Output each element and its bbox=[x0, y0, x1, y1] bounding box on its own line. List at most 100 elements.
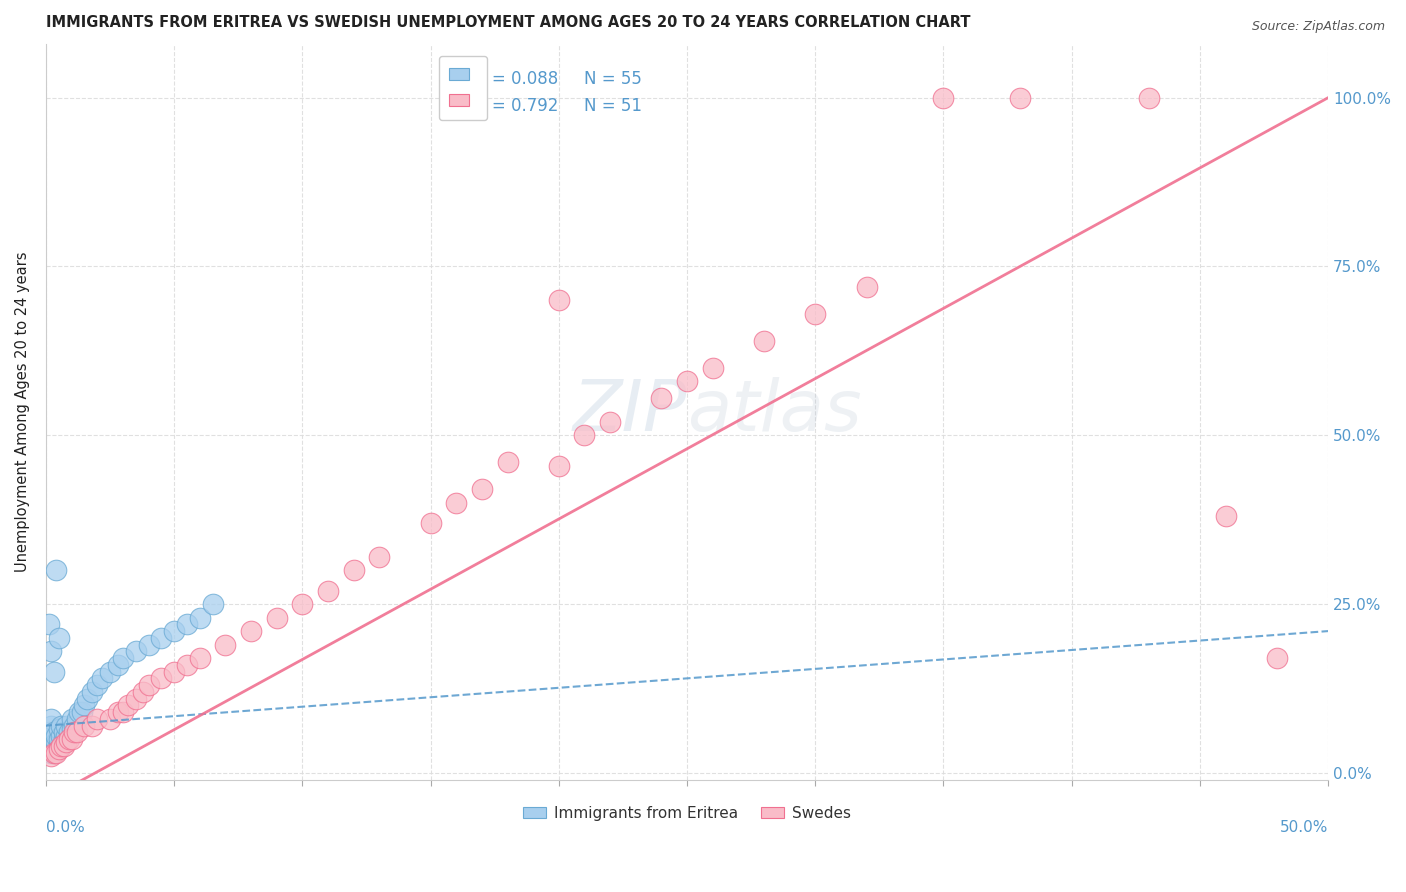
Point bbox=[188, 651, 211, 665]
Point bbox=[150, 631, 173, 645]
Point bbox=[38, 732, 60, 747]
Point bbox=[45, 735, 67, 749]
Legend: Immigrants from Eritrea, Swedes: Immigrants from Eritrea, Swedes bbox=[517, 800, 856, 827]
Point bbox=[58, 732, 80, 747]
Point bbox=[471, 483, 494, 497]
Point bbox=[38, 742, 60, 756]
Text: R = 0.792: R = 0.792 bbox=[475, 97, 558, 115]
Text: IMMIGRANTS FROM ERITREA VS SWEDISH UNEMPLOYMENT AMONG AGES 20 TO 24 YEARS CORREL: IMMIGRANTS FROM ERITREA VS SWEDISH UNEMP… bbox=[46, 15, 970, 30]
Point bbox=[48, 739, 70, 753]
Point bbox=[702, 360, 724, 375]
Point bbox=[37, 742, 59, 756]
Point bbox=[1010, 91, 1032, 105]
Point bbox=[446, 496, 468, 510]
Point bbox=[176, 657, 198, 672]
Point bbox=[45, 742, 67, 756]
Point bbox=[51, 739, 73, 753]
Point bbox=[138, 678, 160, 692]
Point bbox=[42, 665, 65, 679]
Point bbox=[48, 631, 70, 645]
Point bbox=[48, 742, 70, 756]
Point bbox=[86, 678, 108, 692]
Point bbox=[650, 391, 672, 405]
Point bbox=[48, 732, 70, 747]
Point bbox=[39, 732, 62, 747]
Point bbox=[55, 735, 77, 749]
Point bbox=[70, 705, 93, 719]
Point bbox=[343, 563, 366, 577]
Point bbox=[240, 624, 263, 638]
Point bbox=[55, 718, 77, 732]
Point bbox=[39, 644, 62, 658]
Point bbox=[38, 725, 60, 739]
Point bbox=[201, 597, 224, 611]
Point bbox=[63, 718, 86, 732]
Point bbox=[117, 698, 139, 713]
Point bbox=[42, 746, 65, 760]
Point bbox=[176, 617, 198, 632]
Point bbox=[1265, 651, 1288, 665]
Point bbox=[150, 671, 173, 685]
Point bbox=[39, 746, 62, 760]
Point bbox=[547, 458, 569, 473]
Point bbox=[163, 665, 186, 679]
Point bbox=[52, 739, 75, 753]
Point bbox=[66, 725, 89, 739]
Point bbox=[214, 638, 236, 652]
Point bbox=[76, 691, 98, 706]
Text: N = 55: N = 55 bbox=[585, 70, 643, 88]
Point bbox=[125, 644, 148, 658]
Text: ZIP: ZIP bbox=[572, 377, 688, 446]
Point bbox=[39, 718, 62, 732]
Text: R = 0.088: R = 0.088 bbox=[475, 70, 558, 88]
Point bbox=[51, 718, 73, 732]
Text: 0.0%: 0.0% bbox=[46, 820, 84, 835]
Point bbox=[855, 279, 877, 293]
Point bbox=[291, 597, 314, 611]
Point bbox=[73, 698, 96, 713]
Point bbox=[107, 657, 129, 672]
Point bbox=[63, 725, 86, 739]
Point bbox=[86, 712, 108, 726]
Point bbox=[98, 712, 121, 726]
Point bbox=[138, 638, 160, 652]
Point bbox=[266, 610, 288, 624]
Y-axis label: Unemployment Among Ages 20 to 24 years: Unemployment Among Ages 20 to 24 years bbox=[15, 252, 30, 572]
Point bbox=[52, 725, 75, 739]
Point bbox=[316, 583, 339, 598]
Point bbox=[98, 665, 121, 679]
Point bbox=[368, 549, 391, 564]
Point bbox=[42, 746, 65, 760]
Point bbox=[125, 691, 148, 706]
Text: 50.0%: 50.0% bbox=[1279, 820, 1329, 835]
Point bbox=[804, 307, 827, 321]
Point bbox=[48, 722, 70, 736]
Point bbox=[51, 739, 73, 753]
Point bbox=[419, 516, 441, 530]
Point bbox=[45, 563, 67, 577]
Point bbox=[599, 415, 621, 429]
Point bbox=[42, 739, 65, 753]
Point bbox=[82, 685, 104, 699]
Point bbox=[132, 685, 155, 699]
Point bbox=[752, 334, 775, 348]
Point bbox=[60, 732, 83, 747]
Point bbox=[932, 91, 955, 105]
Point bbox=[39, 749, 62, 764]
Point bbox=[1137, 91, 1160, 105]
Point bbox=[188, 610, 211, 624]
Point bbox=[111, 705, 134, 719]
Point bbox=[82, 718, 104, 732]
Point bbox=[55, 729, 77, 743]
Point bbox=[1215, 509, 1237, 524]
Point bbox=[60, 712, 83, 726]
Point bbox=[39, 712, 62, 726]
Point bbox=[58, 725, 80, 739]
Point bbox=[496, 455, 519, 469]
Text: atlas: atlas bbox=[688, 377, 862, 446]
Text: Source: ZipAtlas.com: Source: ZipAtlas.com bbox=[1251, 20, 1385, 33]
Point bbox=[38, 739, 60, 753]
Point bbox=[111, 651, 134, 665]
Point bbox=[60, 722, 83, 736]
Point bbox=[163, 624, 186, 638]
